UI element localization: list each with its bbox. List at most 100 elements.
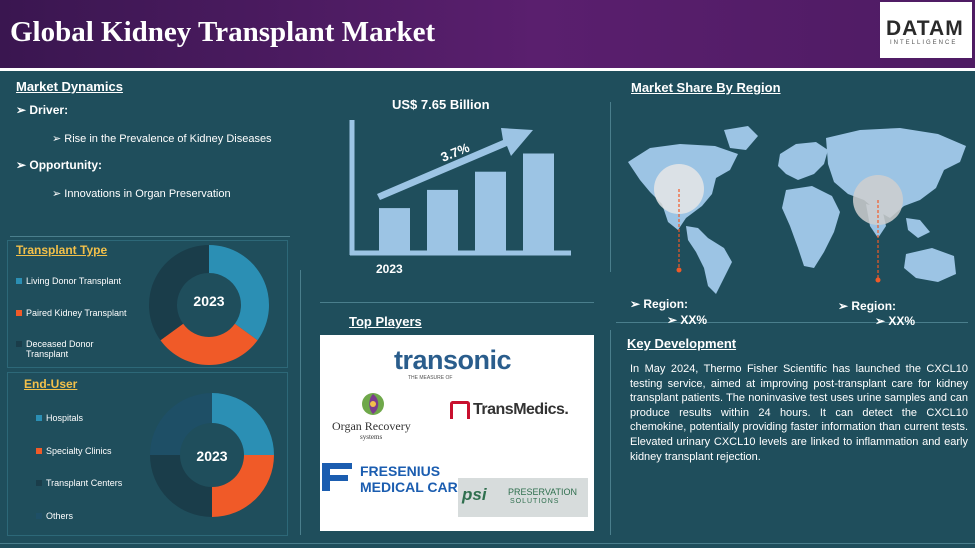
legend-swatch [16,310,22,316]
opportunity-item-row: ➢ Innovations in Organ Preservation [52,187,231,200]
region-heading: Market Share By Region [631,80,781,95]
key-development-heading: Key Development [627,336,737,351]
transonic-logo: transonic [394,345,512,375]
top-players-heading: Top Players [349,314,422,329]
psi-logo-bg [458,478,588,517]
legend-label: Transplant Centers [46,478,123,488]
chevron-right-icon: ➢ [16,158,30,172]
transplant-type-segments [149,245,270,365]
growth-bar [523,153,554,251]
organ-recovery-emblem-icon [362,393,384,415]
chevron-right-icon: ➢ [838,299,852,313]
growth-year-label: 2023 [376,262,403,276]
organ-recovery-logo: Organ Recovery [332,419,411,433]
region-left-value-row: ➢ XX% [667,313,707,327]
growth-bar [427,189,458,251]
left-divider [10,236,290,237]
transmedics-logo: TransMedics. [473,401,569,418]
header-divider [0,68,975,71]
header-banner: Global Kidney Transplant Market [0,0,975,68]
chevron-right-icon: ➢ [630,297,644,311]
logo-tagline: INTELLIGENCE [890,40,958,46]
opportunity-item: Innovations in Organ Preservation [64,188,231,200]
donut-segment [150,455,212,517]
legend-swatch [16,278,22,284]
legend-swatch [36,415,42,421]
chevron-right-icon: ➢ [667,313,681,327]
legend-transplant-centers: Transplant Centers [36,478,122,488]
legend-deceased-donor: Deceased Donor Transplant [16,339,126,359]
logo-wordmark: DATAM [886,17,964,40]
page-title: Global Kidney Transplant Market [10,16,436,48]
donut-segment [149,245,209,341]
legend-swatch [36,513,42,519]
region-pin-left [676,267,682,273]
region-right-value-row: ➢ XX% [875,314,915,328]
center-right-divider-upper [610,102,611,272]
end-user-donut: 2023 [150,393,274,517]
donut-segment [150,393,212,455]
legend-label: Deceased Donor Transplant [26,339,94,359]
region-pin-right [875,277,881,283]
fresenius-logo-line2: MEDICAL CARE [360,479,468,495]
donut-segment [209,245,270,341]
donut-segment [212,393,274,455]
top-players-logos: transonic THE MEASURE OF Organ Recovery … [320,335,594,531]
donut-segment [160,323,258,365]
region-left-row: ➢ Region: [630,297,688,311]
transplant-type-panel [7,240,288,368]
legend-swatch [36,480,42,486]
driver-item: Rise in the Prevalence of Kidney Disease… [64,133,272,145]
left-center-divider [300,270,301,535]
driver-label: Driver: [29,103,69,117]
transplant-type-year: 2023 [193,293,224,309]
chevron-right-icon: ➢ [52,133,65,145]
region-right-value: XX% [888,314,916,328]
transplant-type-heading: Transplant Type [16,243,108,257]
driver-item-row: ➢ Rise in the Prevalence of Kidney Disea… [52,132,272,145]
growth-arrow-icon [377,128,533,200]
datam-logo: DATAM INTELLIGENCE [880,2,972,58]
transplant-type-donut: 2023 [149,245,270,365]
legend-label: Living Donor Transplant [26,276,122,286]
legend-others: Others [36,511,73,521]
center-divider [320,302,594,303]
transonic-tagline: THE MEASURE OF [408,375,453,381]
opportunity-label: Opportunity: [29,158,103,172]
psi-logo-mark: psi [462,485,487,504]
psi-logo-line2: SOLUTIONS [510,498,560,505]
end-user-panel [7,372,288,536]
legend-label: Others [46,511,74,521]
donut-segment [212,455,274,517]
psi-logo-line1: PRESERVATION [508,487,578,497]
key-development-text: In May 2024, Thermo Fisher Scientific ha… [630,363,968,463]
bottom-divider [0,543,975,544]
legend-specialty-clinics: Specialty Clinics [36,446,112,456]
region-left-label: Region: [643,297,689,311]
fresenius-emblem-icon [322,463,352,491]
end-user-heading: End-User [24,377,78,391]
legend-swatch [16,341,22,347]
organ-recovery-sub: systems [360,433,383,441]
growth-bar [379,208,410,251]
growth-bar [475,171,506,251]
region-right-row: ➢ Region: [838,299,896,313]
growth-bars [379,153,554,251]
world-map [628,126,966,294]
legend-label: Specialty Clinics [46,446,112,456]
fresenius-logo: FRESENIUS [360,463,441,479]
chevron-right-icon: ➢ [16,103,30,117]
legend-label: Paired Kidney Transplant [26,308,127,318]
market-dynamics-heading: Market Dynamics [16,79,123,94]
region-right-label: Region: [851,299,897,313]
legend-hospitals: Hospitals [36,413,83,423]
end-user-segments [150,393,274,517]
legend-paired-kidney: Paired Kidney Transplant [16,308,127,318]
growth-bar-chart: 3.7% [349,120,571,256]
end-user-year: 2023 [196,448,227,464]
legend-label: Hospitals [46,413,84,423]
right-divider [616,322,968,323]
market-value-label: US$ 7.65 Billion [392,97,490,112]
chevron-right-icon: ➢ [875,314,889,328]
region-left-value: XX% [680,313,708,327]
